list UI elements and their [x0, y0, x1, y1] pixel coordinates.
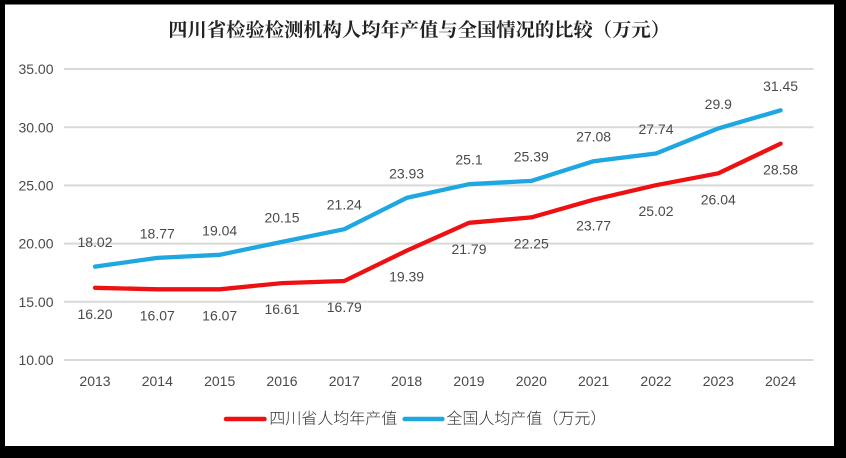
svg-text:2017: 2017 [329, 373, 360, 389]
svg-text:2020: 2020 [516, 373, 547, 389]
svg-text:19.04: 19.04 [202, 222, 237, 238]
svg-text:25.02: 25.02 [638, 203, 673, 219]
svg-text:30.00: 30.00 [18, 119, 53, 135]
svg-text:26.04: 26.04 [701, 191, 736, 207]
svg-text:20.15: 20.15 [264, 209, 299, 225]
svg-text:23.77: 23.77 [576, 218, 611, 234]
svg-text:19.39: 19.39 [389, 269, 424, 285]
svg-text:27.74: 27.74 [638, 121, 673, 137]
svg-text:2023: 2023 [703, 373, 734, 389]
svg-text:2013: 2013 [79, 373, 110, 389]
svg-text:28.58: 28.58 [763, 162, 798, 178]
svg-text:35.00: 35.00 [18, 61, 53, 77]
svg-text:2014: 2014 [142, 373, 173, 389]
svg-text:18.77: 18.77 [140, 225, 175, 241]
svg-text:16.79: 16.79 [327, 299, 362, 315]
svg-text:23.93: 23.93 [389, 165, 424, 181]
svg-text:29.9: 29.9 [705, 96, 732, 112]
svg-text:25.39: 25.39 [514, 148, 549, 164]
svg-text:18.02: 18.02 [77, 234, 112, 250]
svg-text:25.1: 25.1 [455, 152, 482, 168]
svg-text:20.00: 20.00 [18, 236, 53, 252]
svg-text:2018: 2018 [391, 373, 422, 389]
svg-text:16.07: 16.07 [202, 307, 237, 323]
svg-text:2022: 2022 [640, 373, 671, 389]
svg-text:2015: 2015 [204, 373, 235, 389]
svg-text:15.00: 15.00 [18, 294, 53, 310]
svg-text:2021: 2021 [578, 373, 609, 389]
svg-text:16.07: 16.07 [140, 307, 175, 323]
svg-text:25.00: 25.00 [18, 178, 53, 194]
svg-text:2019: 2019 [453, 373, 484, 389]
svg-text:10.00: 10.00 [18, 352, 53, 368]
svg-text:31.45: 31.45 [763, 78, 798, 94]
svg-text:21.24: 21.24 [327, 197, 362, 213]
svg-text:16.20: 16.20 [77, 306, 112, 322]
svg-text:22.25: 22.25 [514, 235, 549, 251]
svg-text:2024: 2024 [765, 373, 796, 389]
svg-text:16.61: 16.61 [264, 301, 299, 317]
svg-text:21.79: 21.79 [451, 241, 486, 257]
svg-text:27.08: 27.08 [576, 129, 611, 145]
svg-text:2016: 2016 [266, 373, 297, 389]
